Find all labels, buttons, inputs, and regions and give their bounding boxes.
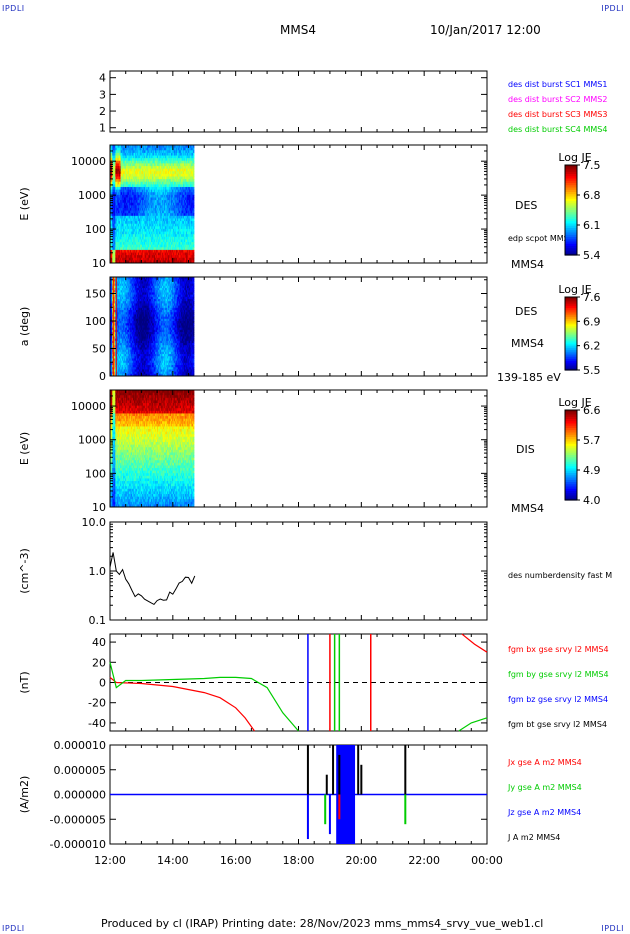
burst-legend-entry: des dist burst SC3 MMS3 bbox=[508, 110, 607, 119]
burst-legend-entry: des dist burst SC2 MMS2 bbox=[508, 95, 607, 104]
burst-y-tick-label: 3 bbox=[99, 88, 106, 101]
burst-y-tick-label: 4 bbox=[99, 72, 106, 85]
panel-frame-0 bbox=[110, 71, 487, 132]
burst-y-tick-label: 1 bbox=[99, 122, 106, 135]
burst-legend-entry: des dist burst SC4 MMS4 bbox=[508, 125, 607, 134]
burst-legend-entry: des dist burst SC1 MMS1 bbox=[508, 80, 607, 89]
burst-y-tick-label: 2 bbox=[99, 105, 106, 118]
